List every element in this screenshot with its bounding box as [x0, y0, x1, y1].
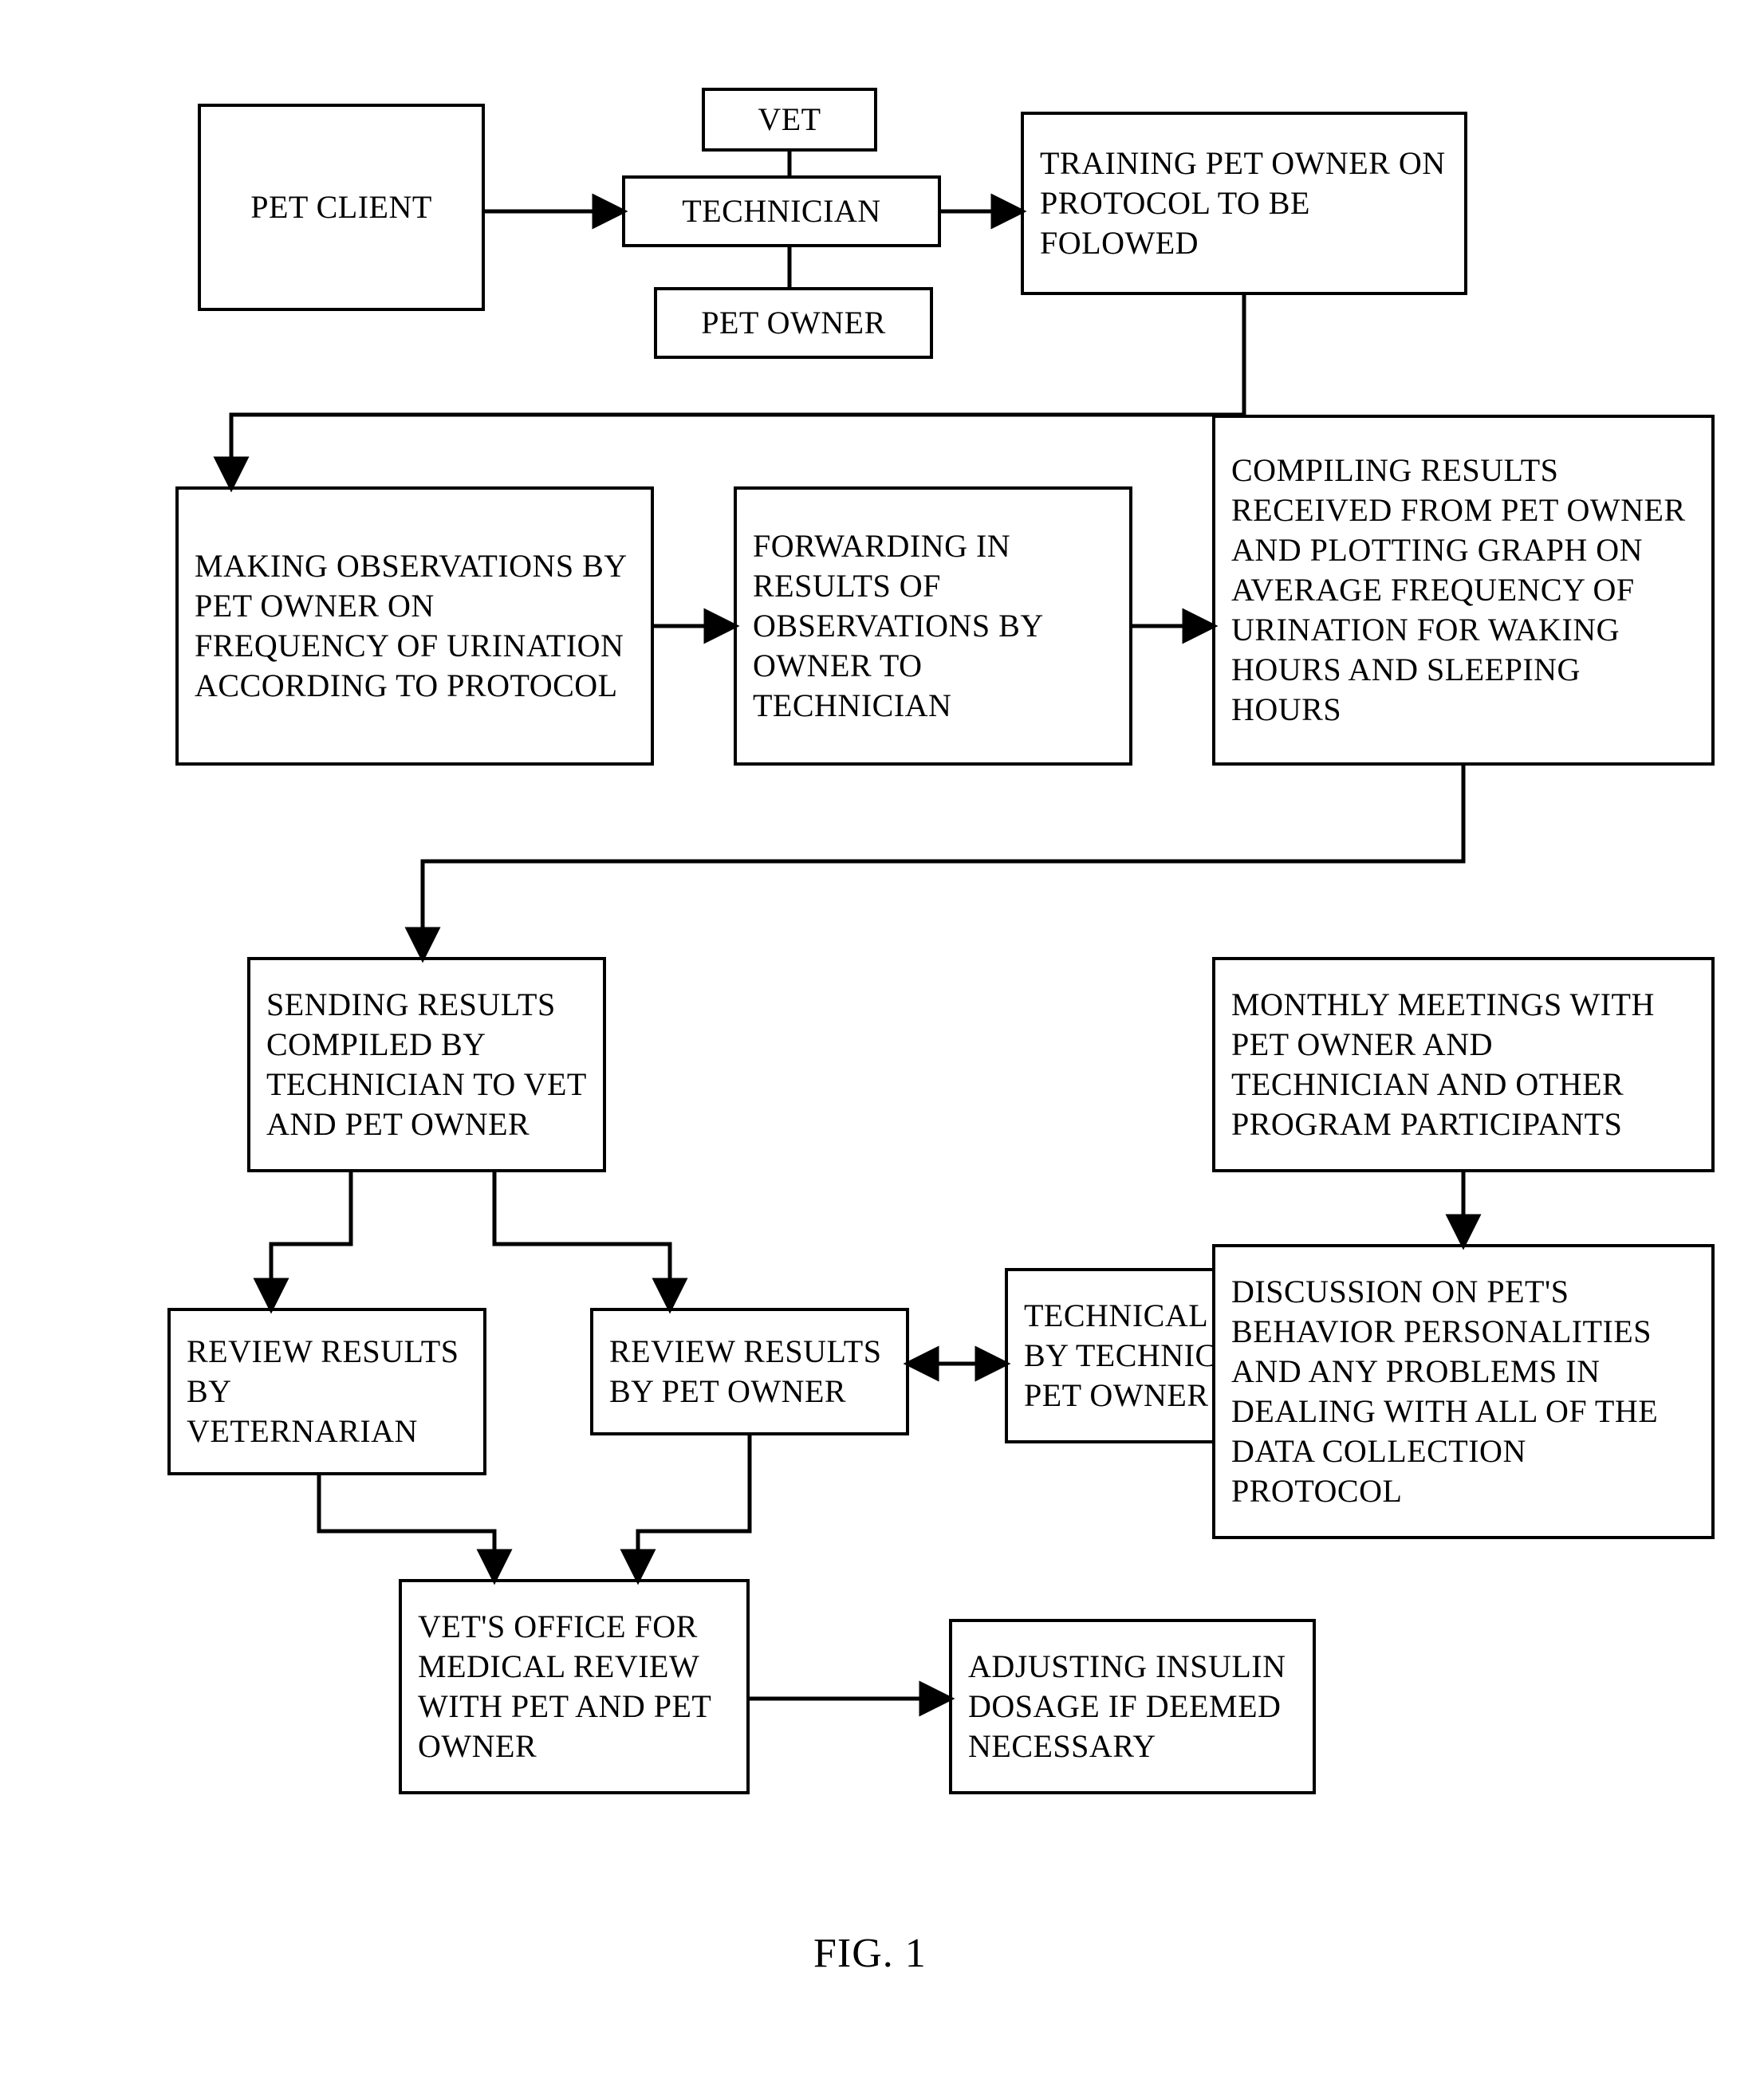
- node-sending: SENDING RESULTS COMPILED BY TECHNICIAN T…: [247, 957, 606, 1172]
- node-label: MAKING OBSERVATIONS BY PET OWNER ON FREQ…: [195, 546, 635, 706]
- node-label: VET'S OFFICE FOR MEDICAL REVIEW WITH PET…: [418, 1607, 730, 1766]
- node-compiling: COMPILING RESULTS RECEIVED FROM PET OWNE…: [1212, 415, 1715, 766]
- flowchart-page: PET CLIENT VET TECHNICIAN PET OWNER TRAI…: [0, 0, 1764, 2087]
- node-label: ADJUSTING INSULIN DOSAGE IF DEEMED NECES…: [968, 1647, 1297, 1766]
- node-label: PET OWNER: [673, 303, 914, 343]
- edge-reviewvet-office: [319, 1475, 494, 1579]
- node-label: REVIEW RESULTS BY VETERNARIAN: [187, 1332, 467, 1451]
- node-label: SENDING RESULTS COMPILED BY TECHNICIAN T…: [266, 985, 587, 1144]
- node-observations: MAKING OBSERVATIONS BY PET OWNER ON FREQ…: [175, 486, 654, 766]
- node-adjusting: ADJUSTING INSULIN DOSAGE IF DEEMED NECES…: [949, 1619, 1316, 1794]
- edge-reviewowner-office: [638, 1435, 750, 1579]
- node-technician: TECHNICIAN: [622, 175, 941, 247]
- edge-sending-reviewowner: [494, 1172, 670, 1308]
- node-label: VET: [721, 100, 858, 140]
- node-label: PET CLIENT: [217, 187, 466, 227]
- node-vet-office: VET'S OFFICE FOR MEDICAL REVIEW WITH PET…: [399, 1579, 750, 1794]
- node-review-vet: REVIEW RESULTS BY VETERNARIAN: [167, 1308, 486, 1475]
- node-label: TECHNICIAN: [641, 191, 922, 231]
- edge-sending-reviewvet: [271, 1172, 351, 1308]
- node-review-owner: REVIEW RESULTS BY PET OWNER: [590, 1308, 909, 1435]
- node-label: FORWARDING IN RESULTS OF OBSERVATIONS BY…: [753, 526, 1113, 726]
- node-label: COMPILING RESULTS RECEIVED FROM PET OWNE…: [1231, 451, 1695, 730]
- node-label: TRAINING PET OWNER ON PROTOCOL TO BE FOL…: [1040, 144, 1448, 263]
- figure-label: FIG. 1: [813, 1930, 927, 1977]
- node-monthly: MONTHLY MEETINGS WITH PET OWNER AND TECH…: [1212, 957, 1715, 1172]
- node-label: REVIEW RESULTS BY PET OWNER: [609, 1332, 890, 1412]
- node-discussion: DISCUSSION ON PET'S BEHAVIOR PERSONALITI…: [1212, 1244, 1715, 1539]
- node-training: TRAINING PET OWNER ON PROTOCOL TO BE FOL…: [1021, 112, 1467, 295]
- node-forwarding: FORWARDING IN RESULTS OF OBSERVATIONS BY…: [734, 486, 1132, 766]
- node-vet: VET: [702, 88, 877, 152]
- edge-compiling-sending: [423, 766, 1463, 957]
- node-label: DISCUSSION ON PET'S BEHAVIOR PERSONALITI…: [1231, 1272, 1695, 1511]
- node-pet-client: PET CLIENT: [198, 104, 485, 311]
- node-pet-owner: PET OWNER: [654, 287, 933, 359]
- node-label: MONTHLY MEETINGS WITH PET OWNER AND TECH…: [1231, 985, 1695, 1144]
